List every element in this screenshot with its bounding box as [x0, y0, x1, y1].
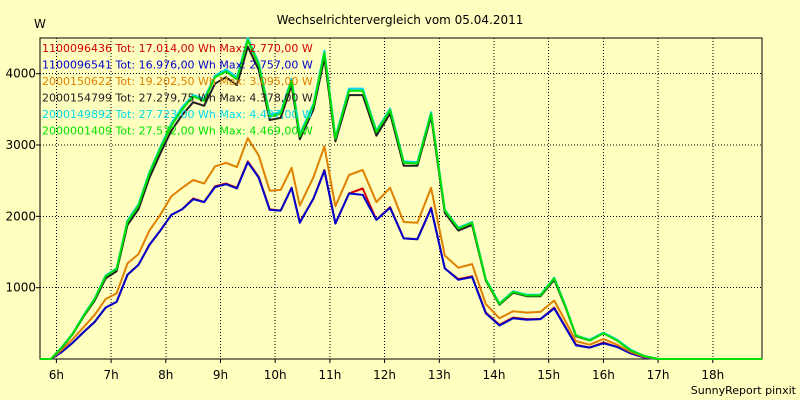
x-tick-label-16h: 16h: [592, 368, 615, 382]
x-tick-label-17h: 17h: [647, 368, 670, 382]
series-line-1100096541: [40, 161, 762, 360]
legend-entry-2000001409: 2000001409 Tot: 27.572,00 Wh Max: 4.469,…: [42, 125, 313, 138]
y-tick-label-1000: 1000: [5, 281, 36, 295]
series-line-2000001409: [40, 39, 762, 360]
y-tick-label-4000: 4000: [5, 67, 36, 81]
legend-entry-1100096541: 1100096541 Tot: 16.976,00 Wh Max: 2.757,…: [42, 59, 313, 72]
x-tick-label-10h: 10h: [264, 368, 287, 382]
x-tick-label-12h: 12h: [373, 368, 396, 382]
footer-credit: SunnyReport pinxit: [691, 384, 797, 397]
plot-frame: [39, 37, 763, 360]
x-tick-label-15h: 15h: [537, 368, 560, 382]
chart-title: Wechselrichtervergleich vom 05.04.2011: [277, 13, 524, 27]
x-tick-label-18h: 18h: [701, 368, 724, 382]
legend-entry-2000149892: 2000149892 Tot: 27.723,00 Wh Max: 4.497,…: [42, 108, 313, 121]
x-tick-label-6h: 6h: [49, 368, 64, 382]
x-tick-label-8h: 8h: [158, 368, 173, 382]
y-axis-unit-label: W: [34, 17, 46, 31]
axis-layer: 1000 2000 3000 4000 6h 7h 8h 9h 10h 11h 12h 13h 14h 1…: [5, 67, 724, 382]
series-layer: [40, 37, 762, 360]
legend-entry-1100096436: 1100096436 Tot: 17.014,00 Wh Max: 2.770,…: [42, 42, 313, 55]
x-tick-label-9h: 9h: [213, 368, 228, 382]
legend: 1100096436 Tot: 17.014,00 Wh Max: 2.770,…: [42, 42, 313, 138]
legend-entry-2000150622: 2000150622 Tot: 19.202,50 Wh Max: 3.095,…: [42, 75, 313, 88]
x-tick-label-14h: 14h: [483, 368, 506, 382]
series-line-2000150622: [40, 137, 762, 360]
legend-entry-2000154799: 2000154799 Tot: 27.279,75 Wh Max: 4.378,…: [42, 92, 313, 105]
x-tick-label-13h: 13h: [428, 368, 451, 382]
x-tick-label-7h: 7h: [103, 368, 118, 382]
y-tick-label-3000: 3000: [5, 138, 36, 152]
y-tick-label-2000: 2000: [5, 209, 36, 223]
x-tick-label-11h: 11h: [318, 368, 341, 382]
